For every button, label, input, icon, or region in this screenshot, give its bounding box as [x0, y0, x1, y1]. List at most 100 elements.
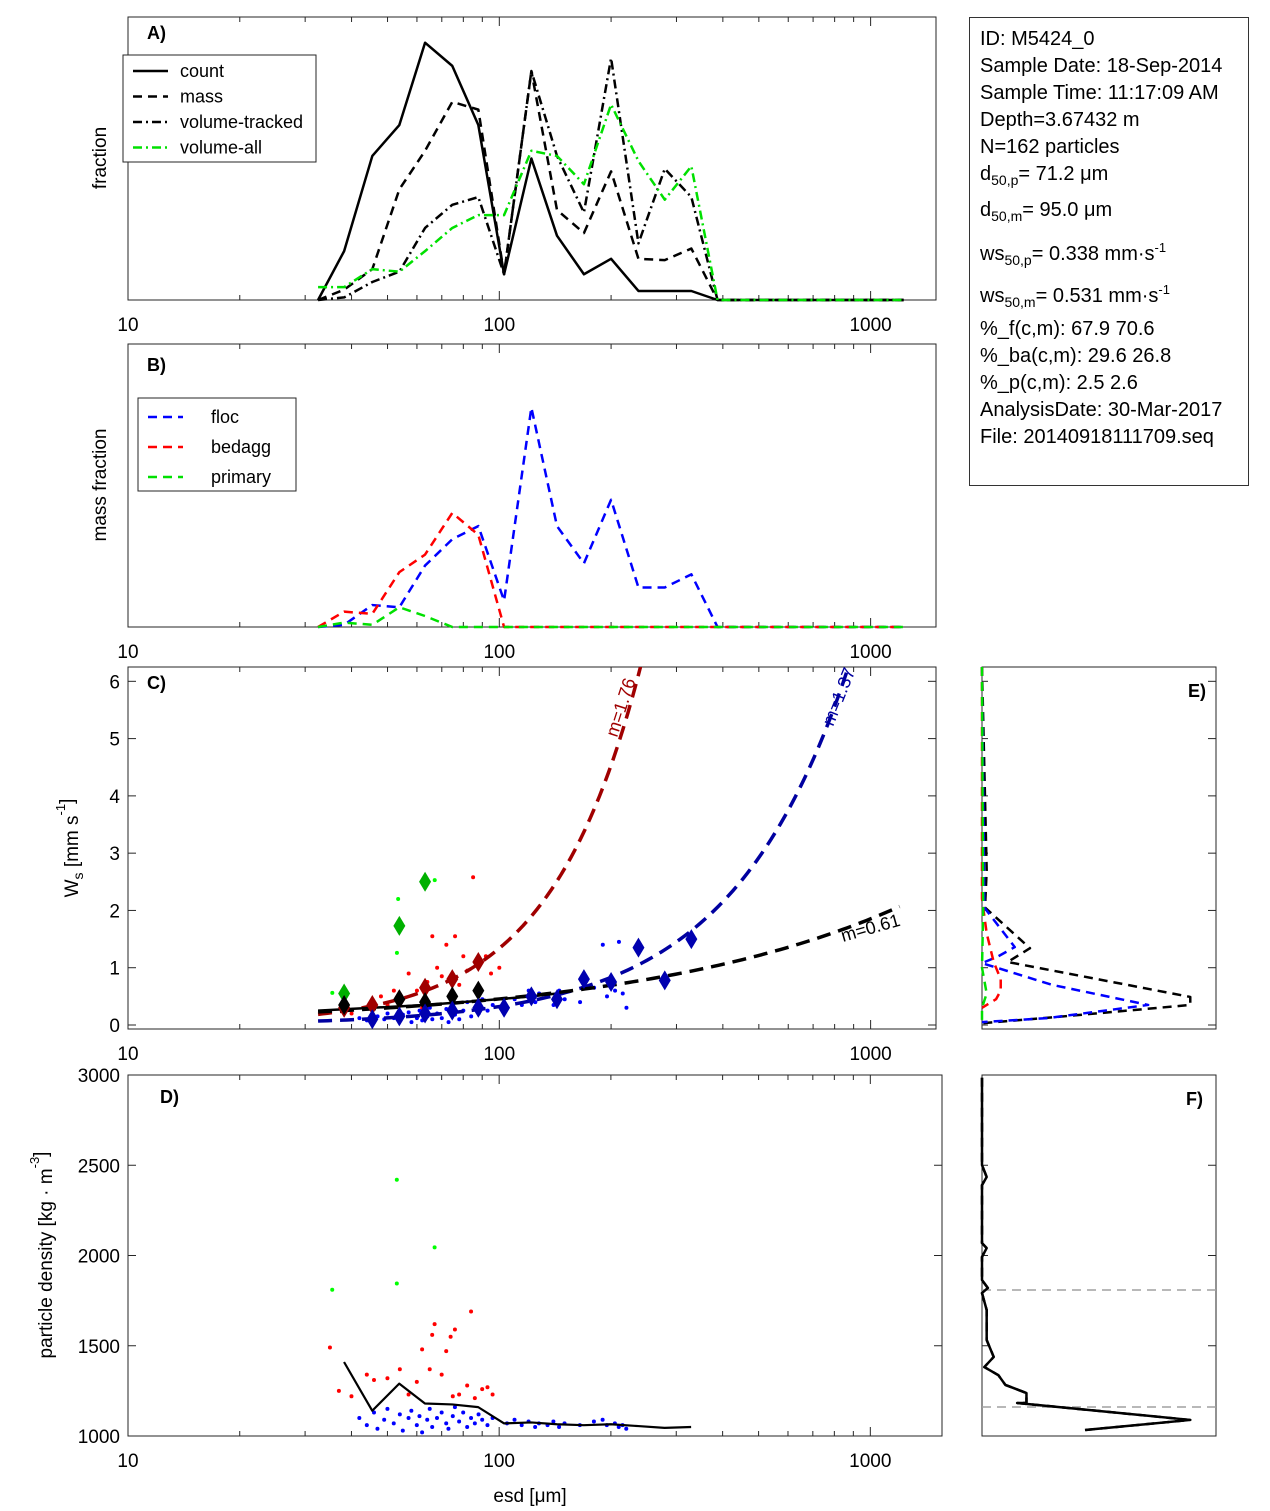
- x-axis-label: esd [μm]: [493, 1486, 566, 1507]
- diamond-all: [338, 994, 351, 1015]
- y-label-part: -1: [53, 804, 68, 816]
- y-tick-label: 3000: [78, 1066, 120, 1087]
- info-date: Sample Date: 18-Sep-2014: [980, 55, 1223, 77]
- dot-bedagg: [453, 934, 458, 939]
- dot-floc: [562, 997, 567, 1002]
- info-d50p: d50,p= 71.2 μm: [980, 163, 1108, 188]
- y-tick-label: 2500: [78, 1156, 120, 1177]
- dot-bedagg: [439, 974, 444, 979]
- info-ws50p: ws50,p= 0.338 mm·s-1: [980, 240, 1166, 268]
- dot-floc: [446, 1020, 451, 1025]
- diamond-bedagg: [472, 951, 485, 972]
- ws50p-symbol: ws: [980, 243, 1005, 265]
- dot-bedagg: [349, 1394, 354, 1399]
- dot-bedagg: [378, 994, 383, 999]
- dot-floc: [485, 1423, 490, 1428]
- dot-bedagg: [452, 1327, 457, 1332]
- panel-d-axes: [127, 1074, 943, 1437]
- diamond-floc: [658, 970, 671, 991]
- y-axis-label-a: fraction: [90, 127, 111, 189]
- diamond-bedagg: [446, 969, 459, 990]
- dot-primary: [432, 878, 437, 883]
- info-analysis-date: AnalysisDate: 30-Mar-2017: [980, 399, 1223, 421]
- dot-floc: [430, 1424, 435, 1429]
- dot-bedagg: [472, 1396, 477, 1401]
- dot-bedagg: [430, 934, 435, 939]
- y-label-part: ]: [31, 1152, 52, 1157]
- info-pba: %_ba(c,m): 29.6 26.8: [980, 345, 1172, 367]
- dot-floc: [425, 1417, 430, 1422]
- e-series-primary: [980, 666, 988, 1025]
- panel-label-f: F): [1186, 1089, 1203, 1109]
- y-tick-label: 1000: [78, 1427, 120, 1448]
- dot-floc: [480, 1417, 485, 1422]
- legend-b: [137, 397, 297, 492]
- x-tick-label: 100: [483, 315, 515, 336]
- y-label-part: particle density [kg · m: [36, 1168, 57, 1358]
- y-tick-label: 1500: [78, 1337, 120, 1358]
- dot-bedagg: [349, 1011, 354, 1016]
- diamond-floc: [498, 997, 511, 1018]
- y-label-part: [mm s: [62, 815, 83, 872]
- dot-floc: [533, 1424, 538, 1429]
- dot-floc: [427, 1005, 432, 1010]
- ws50m-sup: -1: [1158, 282, 1170, 297]
- dot-bedagg: [450, 1394, 455, 1399]
- x-tick-label: 100: [483, 1451, 515, 1472]
- dot-floc: [620, 991, 625, 996]
- x-tick-label: 10: [117, 315, 138, 336]
- dot-bedagg: [371, 1378, 376, 1383]
- dot-bedagg: [432, 1322, 437, 1327]
- dot-bedagg: [489, 971, 494, 976]
- legend-label-floc: floc: [211, 407, 239, 427]
- diamond-bedagg: [366, 994, 379, 1015]
- x-tick-label: 1000: [849, 1044, 891, 1065]
- dot-primary: [396, 896, 401, 901]
- diamond-bedagg: [419, 977, 432, 998]
- fit-curve-m=1.76: [317, 667, 643, 1017]
- dot-floc: [446, 1426, 451, 1431]
- dot-bedagg: [427, 1367, 432, 1372]
- dot-bedagg: [391, 988, 396, 993]
- dot-bedagg: [457, 1392, 462, 1397]
- dot-floc: [600, 1417, 605, 1422]
- dot-floc: [469, 1014, 474, 1019]
- dot-floc: [476, 1412, 481, 1417]
- dot-floc: [469, 1415, 474, 1420]
- panel-c-axes: [127, 666, 937, 1030]
- dot-bedagg: [485, 1385, 490, 1390]
- y-label-part: -3: [27, 1157, 42, 1169]
- diamond-floc: [419, 1003, 432, 1024]
- d50p-value: = 71.2 μm: [1018, 163, 1109, 185]
- dot-floc: [605, 994, 610, 999]
- dot-primary: [394, 1281, 399, 1286]
- dot-floc: [457, 1419, 462, 1424]
- diamond-all: [446, 986, 459, 1007]
- diamond-floc: [393, 1006, 406, 1027]
- dot-primary: [330, 1287, 335, 1292]
- dot-floc: [439, 1016, 444, 1021]
- diamond-floc: [366, 1009, 379, 1029]
- x-tick-label: 100: [483, 642, 515, 663]
- panel-e-axes: [981, 666, 1217, 1030]
- dot-floc: [382, 1417, 387, 1422]
- y-tick-label: 1: [109, 959, 120, 980]
- x-tick-label: 100: [483, 1044, 515, 1065]
- y-axis-label-c: Ws [mm s-1]: [53, 799, 86, 898]
- y-axis-label-d: particle density [kg · m-3]: [27, 1152, 57, 1359]
- dot-floc: [434, 1415, 439, 1420]
- y-tick-label: 4: [109, 787, 120, 808]
- e-series-floc: [980, 666, 1150, 1024]
- dot-floc: [465, 1424, 470, 1429]
- dot-floc: [400, 1428, 405, 1433]
- info-time: Sample Time: 11:17:09 AM: [980, 82, 1219, 104]
- ws50p-value: = 0.338 mm·s: [1031, 243, 1155, 265]
- panel-label-a: A): [147, 23, 166, 43]
- d50m-sub: 50,m: [991, 208, 1023, 224]
- ws50p-sub: 50,p: [1004, 252, 1032, 268]
- y-label-part: ]: [57, 799, 78, 804]
- y-tick-label: 5: [109, 730, 120, 751]
- ws50p-sup: -1: [1154, 240, 1167, 255]
- dot-floc: [452, 1405, 457, 1410]
